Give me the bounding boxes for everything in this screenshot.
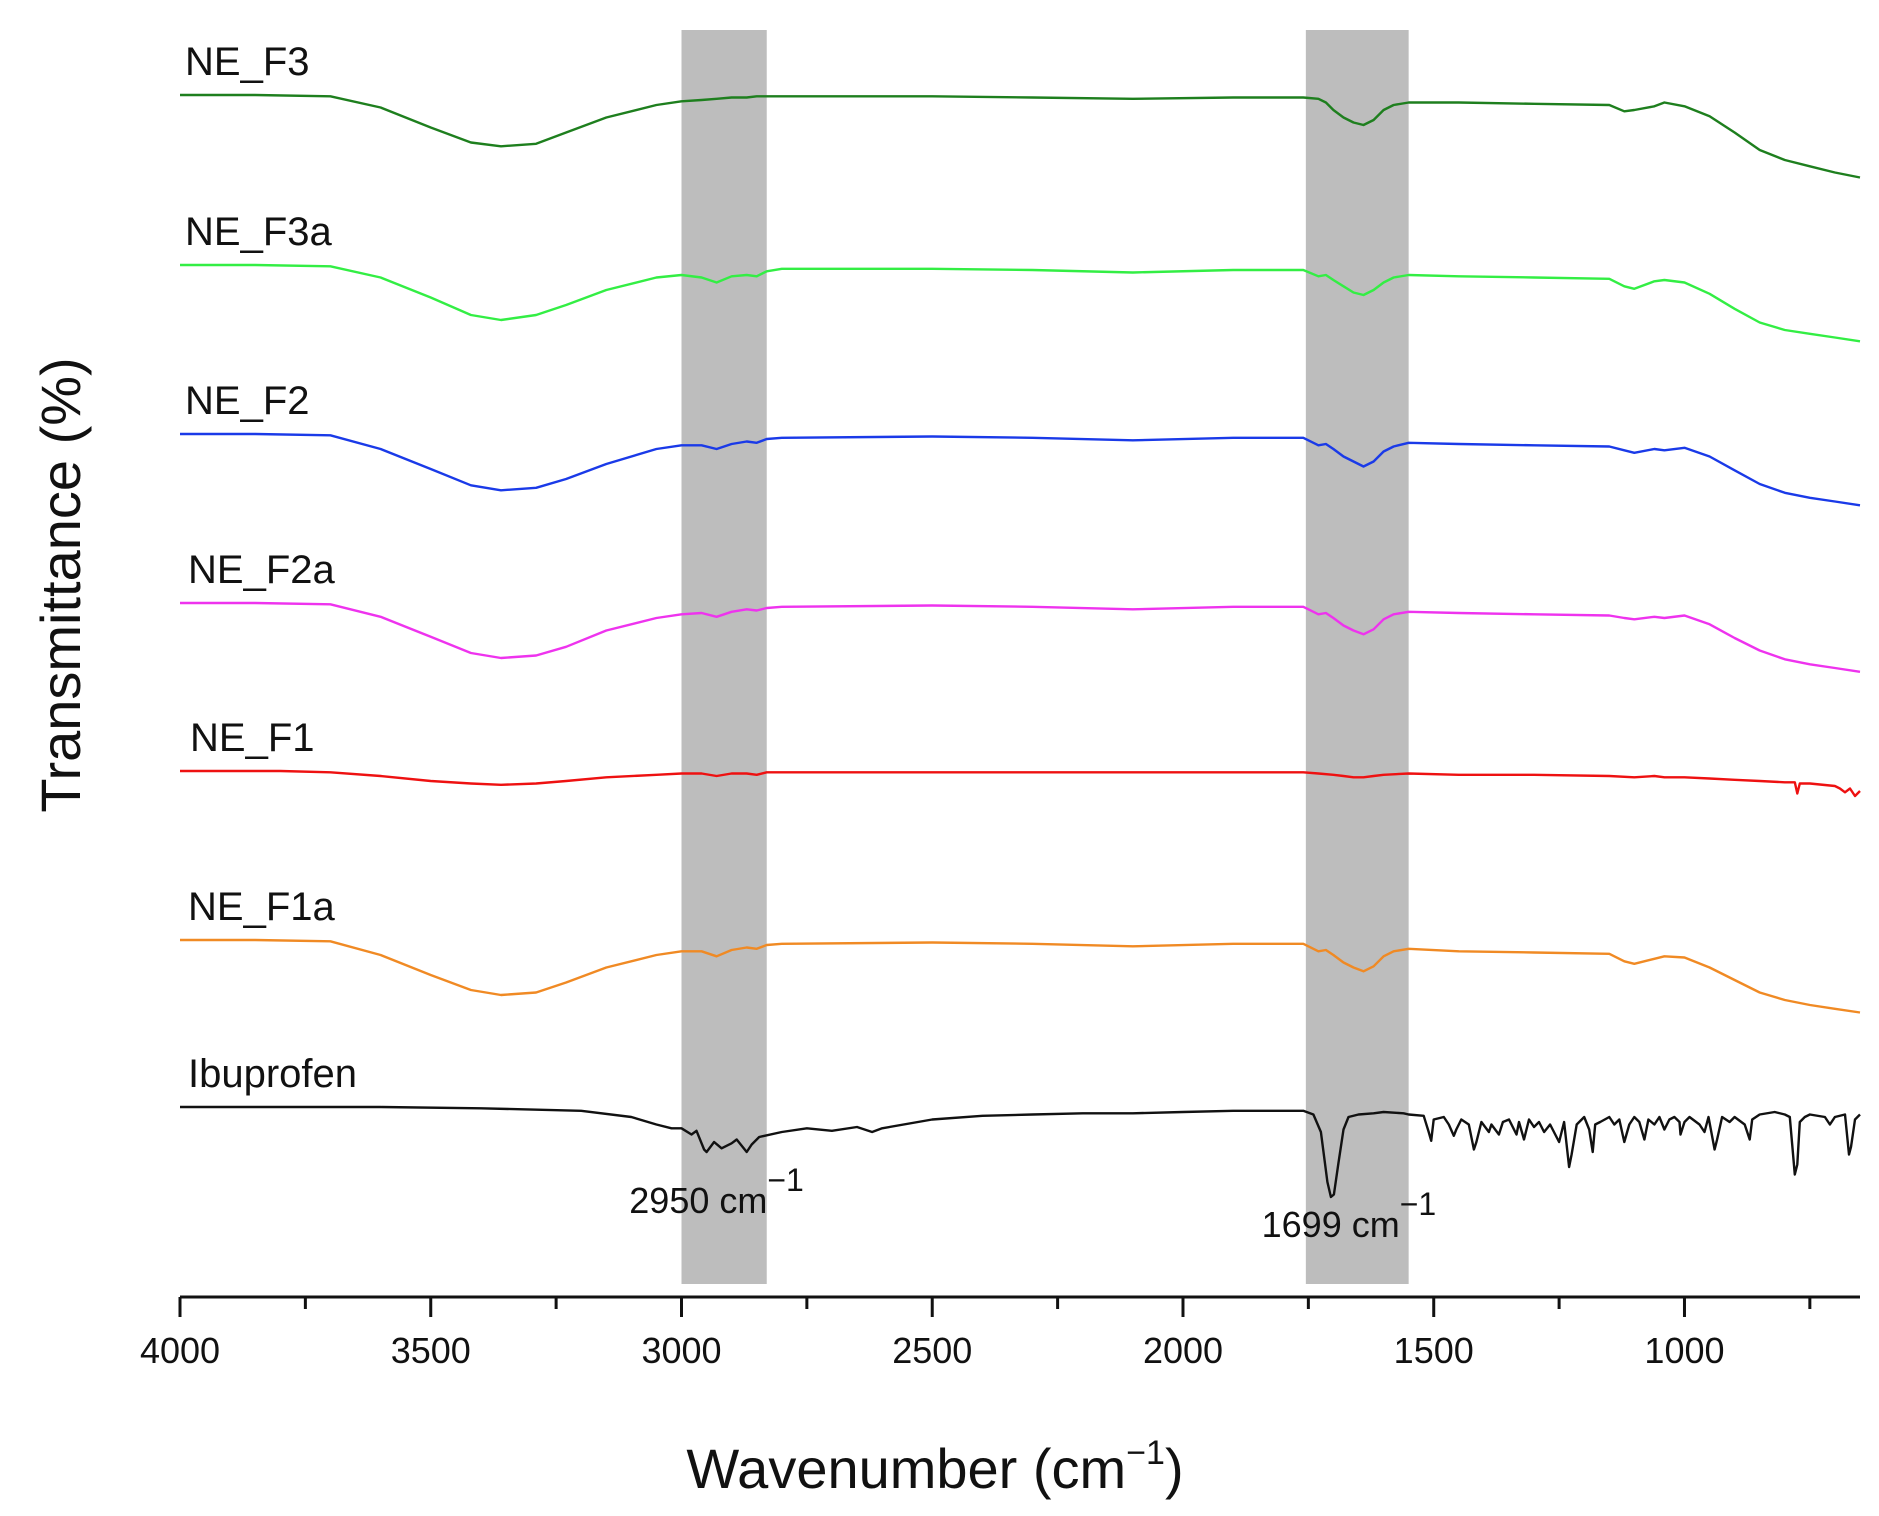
x-tick-label: 4000	[140, 1330, 220, 1371]
series-label-ne-f3a: NE_F3a	[185, 210, 332, 254]
x-tick-label: 2500	[892, 1330, 972, 1371]
x-tick-label: 1500	[1394, 1330, 1474, 1371]
peak-annotations: 2950 cm−1 1699 cm−1	[629, 1162, 1436, 1245]
x-axis-label: Wavenumber (cm−1)	[686, 1434, 1183, 1500]
y-axis-label: Transmittance (%)	[29, 357, 92, 812]
series-line-ne-f1	[180, 769, 1861, 798]
peak-annotation-1: 2950 cm−1	[629, 1162, 804, 1221]
x-axis-label-close: )	[1165, 1437, 1184, 1500]
series-line-ibuprofen	[180, 1105, 1861, 1199]
x-tick-label: 3500	[391, 1330, 471, 1371]
series-label-ne-f3: NE_F3	[185, 40, 310, 84]
series-line-ne-f3	[180, 93, 1861, 179]
series-label-ne-f2a: NE_F2a	[188, 548, 335, 592]
peak-annotation-2: 1699 cm−1	[1262, 1186, 1437, 1245]
series-layer	[180, 93, 1861, 1199]
series-line-ne-f1a	[180, 938, 1861, 1014]
series-line-ne-f3a	[180, 263, 1861, 343]
series-label-ne-f1: NE_F1	[190, 716, 315, 760]
x-tick-label: 2000	[1143, 1330, 1223, 1371]
x-tick-label: 1000	[1644, 1330, 1724, 1371]
series-line-ne-f2	[180, 432, 1861, 507]
highlight-band-2	[1305, 30, 1409, 1284]
series-labels: NE_F3 NE_F3a NE_F2 NE_F2a NE_F1 NE_F1a Ibuprof…	[185, 40, 357, 1096]
series-label-ibuprofen: Ibuprofen	[188, 1052, 357, 1096]
x-axis-ticks: 4000 3500 3000 2500 2000 1500 1000	[140, 1297, 1812, 1371]
series-label-ne-f2: NE_F2	[185, 379, 310, 423]
x-tick-label: 3000	[641, 1330, 721, 1371]
x-axis-label-main: Wavenumber (cm	[686, 1437, 1126, 1500]
series-line-ne-f2a	[180, 601, 1861, 673]
series-label-ne-f1a: NE_F1a	[188, 885, 335, 929]
highlight-band-1	[681, 30, 767, 1284]
highlight-bands	[681, 30, 1409, 1284]
x-axis-label-superscript: −1	[1126, 1434, 1165, 1472]
